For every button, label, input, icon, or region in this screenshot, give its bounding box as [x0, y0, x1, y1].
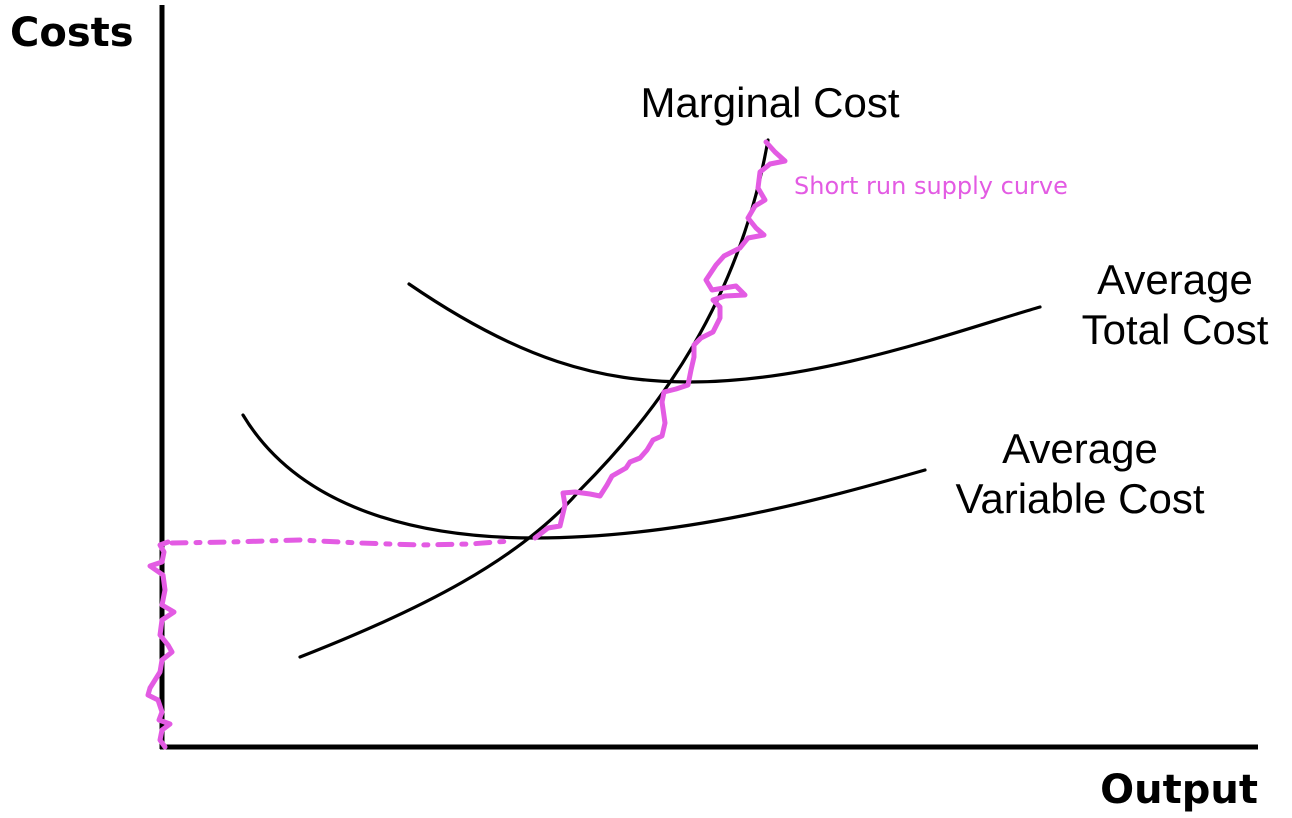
- zero-output-supply-segment: [145, 539, 177, 750]
- average-total-cost-label-line2: Total Cost: [1082, 306, 1269, 353]
- short-run-supply-curve: [532, 139, 788, 541]
- average-total-cost-label-line1: Average: [1097, 256, 1253, 303]
- average-variable-cost-label-line2: Variable Cost: [955, 475, 1204, 522]
- average-variable-cost-curve: [241, 413, 927, 540]
- shutdown-price-line: [169, 537, 513, 548]
- y-axis-title: Costs: [10, 10, 134, 56]
- short-run-supply-label: Short run supply curve: [794, 172, 1068, 200]
- average-variable-cost-label-line1: Average: [1002, 425, 1158, 472]
- marginal-cost-label: Marginal Cost: [640, 79, 899, 126]
- marginal-cost-curve: [298, 138, 770, 659]
- x-axis-title: Output: [1100, 767, 1258, 813]
